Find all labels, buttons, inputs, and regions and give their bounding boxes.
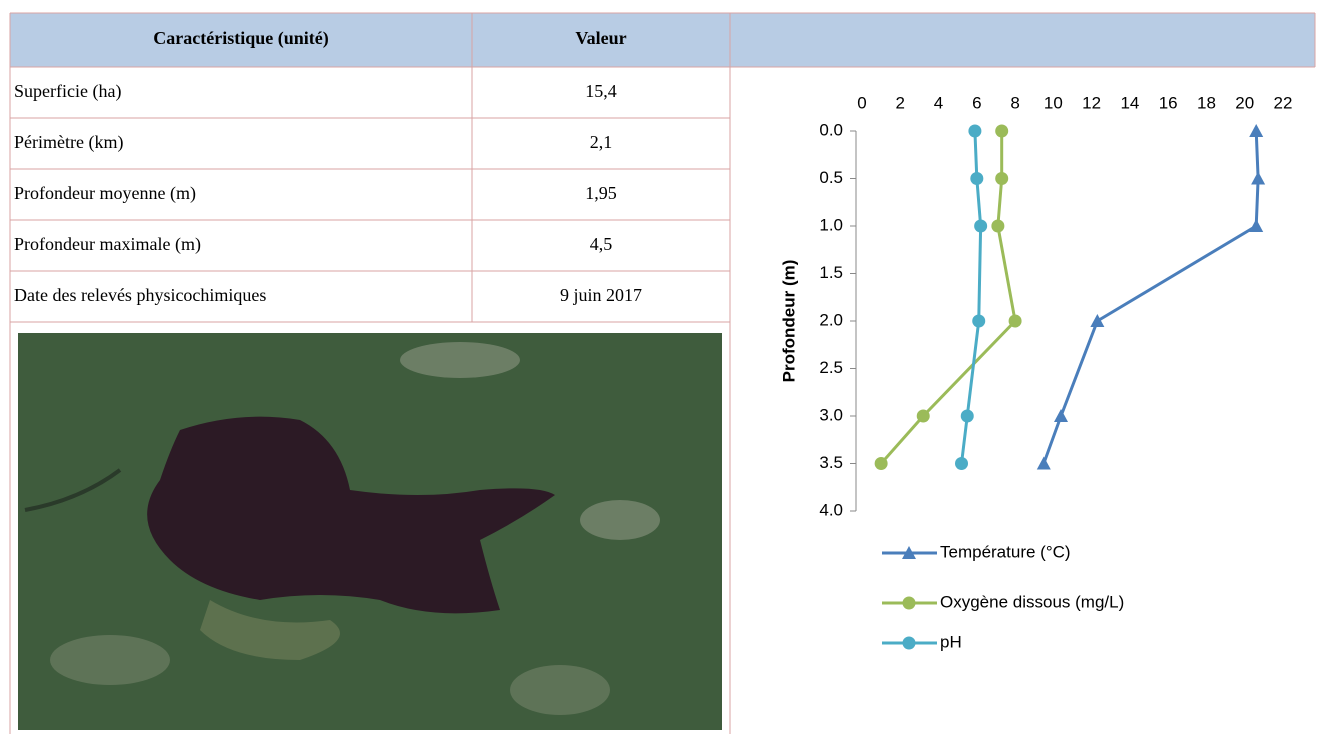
series-line [1042,130,1260,465]
x-tick-label: 16 [1159,93,1178,112]
y-tick-label: 3.0 [819,405,843,424]
x-tick-label: 20 [1235,93,1254,112]
x-tick-label: 4 [934,93,943,112]
y-axis-label: Profondeur (m) [779,260,798,383]
point [995,124,1009,138]
row-value: 2,1 [590,132,613,152]
point [1090,314,1105,327]
point [1008,314,1022,328]
table-borders [9,12,1316,734]
point [972,314,986,328]
legend-marker [902,546,916,559]
header-bg [10,13,1315,67]
x-tick-label: 12 [1082,93,1101,112]
point [960,409,974,423]
point [974,219,988,233]
point [1036,456,1051,470]
y-tick-label: 4.0 [819,500,843,519]
table-header: Valeur [575,28,626,48]
x-tick-label: 14 [1120,93,1139,112]
table-header: Caractéristique (unité) [153,28,328,49]
point [1251,171,1266,185]
x-tick-label: 18 [1197,93,1216,112]
row-label: Périmètre (km) [14,132,123,153]
point [874,457,888,470]
row-label: Date des relevés physicochimiques [14,285,266,305]
aerial-photo [18,333,722,730]
x-tick-label: 2 [896,93,905,112]
x-tick-label: 0 [857,93,866,112]
series-line [960,130,983,464]
row-label: Profondeur maximale (m) [14,234,201,255]
row-value: 9 juin 2017 [560,285,642,305]
point [995,172,1009,185]
point [991,219,1005,233]
row-value: 4,5 [590,234,613,254]
row-value: 1,95 [585,183,617,203]
point [1249,219,1264,232]
x-tick-label: 10 [1044,93,1063,112]
x-tick-label: 6 [972,93,981,112]
y-tick-label: 3.5 [819,453,843,472]
point [955,457,969,470]
point [968,124,982,138]
y-tick-label: 2.0 [819,310,843,329]
row-label: Profondeur moyenne (m) [14,183,196,204]
y-tick-label: 1.5 [819,263,843,282]
legend-label: Oxygène dissous (mg/L) [940,592,1124,611]
legend-label: Température (°C) [940,542,1071,561]
point [916,409,930,423]
legend-marker [902,596,916,610]
x-tick-label: 22 [1274,93,1293,112]
point [1054,409,1069,422]
y-tick-label: 0.0 [819,120,843,139]
y-tick-label: 1.0 [819,215,843,234]
x-tick-label: 8 [1010,93,1019,112]
row-value: 15,4 [585,81,617,101]
row-label: Superficie (ha) [14,81,121,102]
point [1249,124,1264,137]
legend-marker [902,636,916,650]
legend-label: pH [940,632,962,651]
y-tick-label: 0.5 [819,168,843,187]
y-tick-label: 2.5 [819,358,843,377]
series-line [880,131,1017,465]
point [970,172,984,185]
